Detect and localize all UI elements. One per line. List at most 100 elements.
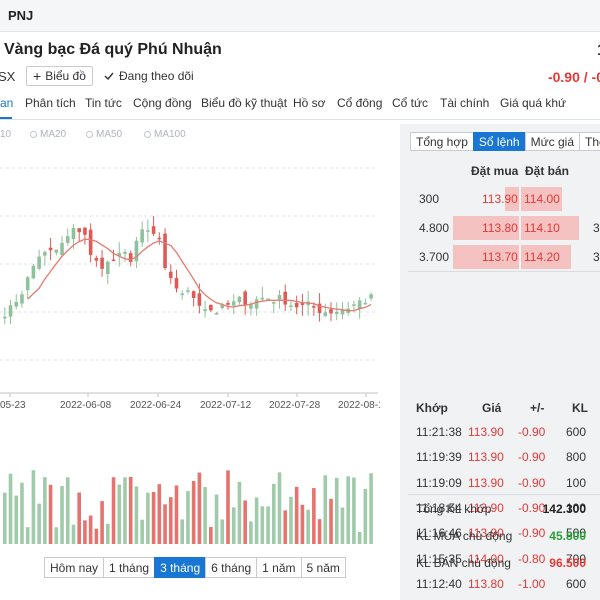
panel-tab-statistics[interactable]: Thống	[579, 132, 600, 151]
panel-tabs: Tổng hợp Sổ lệnh Mức giá Thống	[410, 132, 600, 151]
candle-body	[317, 303, 322, 314]
candle-body	[100, 257, 104, 269]
tab-profile[interactable]: Hồ sơ	[293, 96, 326, 110]
trade-row: 11:19:09 113.90 -0.90 100	[416, 475, 586, 490]
volume-bar	[226, 470, 230, 544]
price-change: -0.90 / -0	[547, 69, 600, 85]
candle-body	[300, 303, 305, 305]
trades-change-header: +/-	[530, 401, 545, 415]
x-axis-label: 05-23	[0, 400, 26, 411]
panel-tab-orderbook[interactable]: Sổ lệnh	[472, 132, 526, 151]
active-tab-indicator	[0, 117, 12, 119]
follow-toggle[interactable]: Đang theo dõi	[104, 69, 194, 83]
candle-body	[3, 316, 7, 319]
tab-shareholders[interactable]: Cổ đông	[337, 96, 383, 110]
volume-bar	[260, 506, 265, 544]
legend-ma50[interactable]: MA50	[86, 129, 122, 140]
legend-dot-icon	[144, 131, 151, 138]
volume-bar	[20, 482, 24, 544]
panel-tab-price-levels[interactable]: Mức giá	[524, 132, 580, 151]
candle-body	[123, 251, 127, 254]
candle-body	[111, 259, 116, 262]
candle-body	[186, 290, 190, 292]
sell-volume-bar	[521, 216, 579, 240]
candle-body	[363, 302, 368, 305]
price-chart[interactable]: 05-23 2022-06-08 2022-06-24 2022-07-12 2022-…	[0, 124, 380, 600]
volume-bar	[357, 531, 362, 544]
volume-bar	[48, 484, 53, 544]
tab-technical-chart[interactable]: Biểu đồ kỹ thuật	[201, 96, 288, 110]
candle-body	[226, 302, 230, 305]
tab-analysis[interactable]: Phân tích	[25, 96, 76, 110]
tab-price-history[interactable]: Giá quá khứ	[500, 96, 567, 110]
volume-bar	[94, 528, 99, 544]
tab-financials[interactable]: Tài chính	[440, 96, 490, 110]
range-1y-button[interactable]: 1 năm	[256, 557, 302, 578]
range-1m-button[interactable]: 1 tháng	[103, 557, 156, 578]
volume-bar	[294, 486, 299, 544]
volume-bar	[249, 521, 253, 544]
legend-ma20[interactable]: MA20	[30, 129, 66, 140]
volume-bar	[271, 483, 276, 544]
panel-tab-summary[interactable]: Tổng hợp	[410, 132, 474, 151]
candle-body	[140, 229, 144, 243]
candle-body	[25, 277, 30, 291]
volume-bar	[329, 498, 333, 544]
volume-bar	[283, 510, 288, 544]
candle-body	[48, 247, 53, 251]
candle-body	[157, 237, 162, 240]
trades-volume-header: KL	[572, 401, 588, 415]
candle-body	[151, 226, 156, 234]
volume-bar	[209, 527, 213, 544]
volume-bar	[106, 523, 110, 544]
trade-row: 11:12:40 113.80 -1.00 600	[416, 576, 586, 591]
tab-community[interactable]: Cộng đồng	[133, 96, 192, 110]
volume-bar	[214, 494, 219, 544]
range-today-button[interactable]: Hôm nay	[44, 557, 105, 578]
trade-row: 11:16:46 113.90 -0.90 500	[416, 526, 586, 541]
candle-body	[83, 227, 87, 235]
candle-body	[106, 261, 110, 275]
volume-bar	[289, 496, 293, 544]
top-bar: PNJ	[0, 0, 600, 32]
candle-body	[8, 305, 13, 317]
candle-body	[312, 306, 316, 308]
divider	[408, 494, 600, 495]
company-name: Vàng bạc Đá quý Phú Nhuận	[4, 41, 222, 58]
add-chart-label: Biểu đồ	[45, 69, 86, 83]
legend-ma100[interactable]: MA100	[144, 129, 186, 140]
volume-bar	[346, 476, 350, 544]
candle-body	[283, 291, 288, 305]
range-selector: Hôm nay 1 tháng 3 tháng 6 tháng 1 năm 5 …	[44, 557, 346, 578]
range-5y-button[interactable]: 5 năm	[300, 557, 346, 578]
candle-body	[249, 303, 253, 309]
x-axis-label: 2022-06-08	[60, 400, 112, 411]
tab-news[interactable]: Tin tức	[85, 96, 122, 110]
volume-bar	[352, 477, 356, 544]
volume-bar	[312, 488, 316, 544]
tab-dividends[interactable]: Cổ tức	[392, 96, 429, 110]
range-6m-button[interactable]: 6 tháng	[205, 557, 258, 578]
tab-overview[interactable]: an	[0, 96, 14, 110]
range-3m-button[interactable]: 3 tháng	[154, 557, 207, 578]
candle-body	[174, 278, 179, 289]
candle-body	[266, 298, 270, 300]
volume-bar	[151, 491, 156, 544]
candle-body	[357, 300, 362, 309]
add-chart-button[interactable]: + Biểu đồ	[26, 66, 93, 86]
legend-ma10[interactable]: 10	[0, 129, 12, 140]
candle-body	[168, 271, 173, 279]
candle-body	[20, 294, 24, 304]
trade-row: 11:15:35 114.00 -0.80 700	[416, 551, 586, 566]
volume-bar	[203, 487, 207, 544]
candle-body	[220, 304, 225, 309]
orderbook-buy-header: Đặt mua	[471, 164, 519, 178]
trades-price-header: Giá	[482, 401, 502, 415]
volume-bar	[100, 501, 104, 544]
trade-row: 11:18:54 113.90 -0.90 100	[416, 500, 586, 515]
volume-bar	[191, 480, 196, 544]
candle-body	[340, 309, 345, 315]
x-axis-label: 2022-06-24	[130, 400, 182, 411]
volume-bar	[243, 500, 247, 544]
volume-bar	[174, 485, 179, 544]
